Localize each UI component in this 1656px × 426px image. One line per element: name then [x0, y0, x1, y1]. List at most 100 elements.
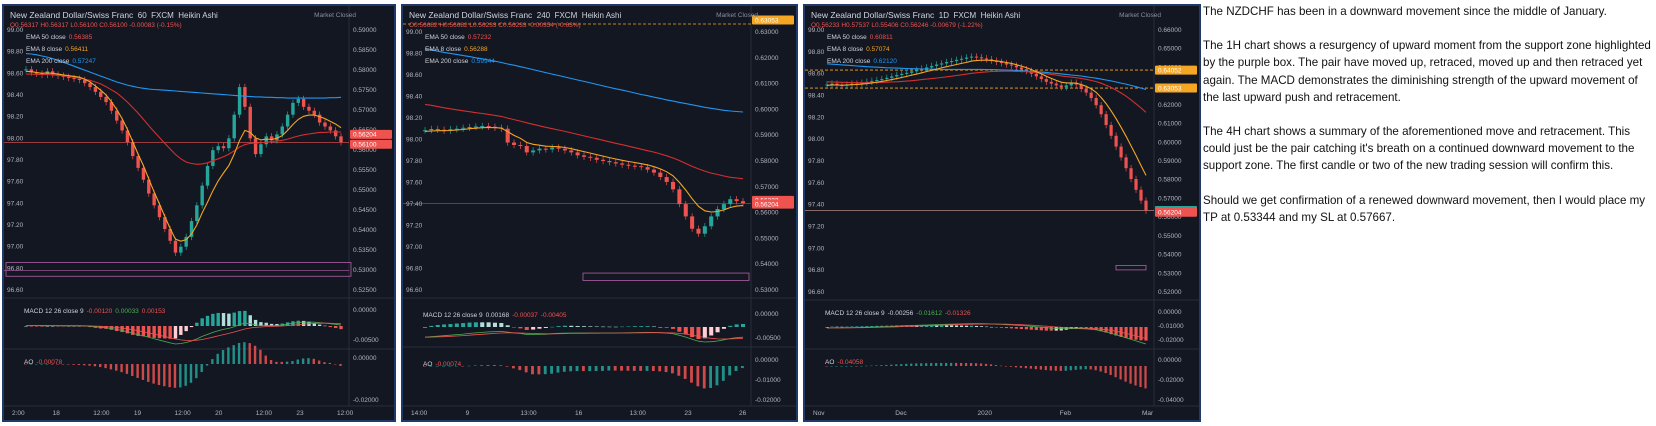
candle-body	[850, 83, 854, 85]
macd-legend[interactable]: MACD 12 26 close 9 -0.00256 -0.01612 -0.013…	[825, 310, 971, 317]
ema-200-line	[826, 63, 1147, 91]
interval[interactable]: 1D	[938, 11, 949, 20]
ema-50-legend[interactable]: EMA 50 close 0.60811	[827, 34, 893, 41]
ao-histogram-bar	[531, 366, 534, 375]
ao-legend[interactable]: AO -0.00078	[24, 359, 62, 366]
candle-body	[537, 148, 542, 151]
ao-value: -0.00078	[36, 359, 63, 366]
candle-body	[1054, 83, 1058, 86]
ema-8-legend[interactable]: EMA 8 close 0.56288	[425, 46, 488, 53]
macd-histogram-bar	[448, 324, 453, 327]
chart-header: New Zealand Dollar/Swiss Franc 1D FXCM H…	[811, 10, 1020, 20]
macd-legend[interactable]: MACD 12 26 close 9 -0.00120 0.00033 0.00153	[24, 308, 165, 315]
candle-body	[1094, 98, 1098, 106]
ema-50-legend[interactable]: EMA 50 close 0.57232	[425, 34, 491, 41]
chart-canvas[interactable]: 99.00 98.80 98.60 98.40 98.20 98.00 97.80 97.60…	[805, 6, 1199, 420]
left-axis-tick: 96.80	[7, 265, 24, 272]
macd-histogram-bar	[1049, 327, 1053, 331]
ao-axis-tick: -0.02000	[353, 397, 379, 404]
ao-legend[interactable]: AO -0.00074	[423, 361, 461, 368]
candle-body	[301, 98, 306, 107]
ao-histogram-bar	[518, 366, 522, 371]
ao-histogram-bar	[184, 364, 187, 386]
candle-body	[524, 145, 529, 153]
candle-body	[243, 87, 247, 107]
ema-value: 0.57074	[866, 46, 890, 53]
ema-8-legend[interactable]: EMA 8 close 0.56411	[26, 46, 88, 53]
candle-body	[179, 246, 183, 253]
macd-axis-tick: -0.00500	[353, 337, 379, 344]
ao-axis-tick: -0.02000	[1158, 377, 1184, 384]
macd-histogram-bar	[317, 324, 322, 326]
ao-histogram-bar	[448, 366, 452, 367]
macd-signal-line	[26, 322, 342, 342]
macd-value: -0.00120	[86, 308, 113, 315]
candle-body	[860, 82, 864, 84]
ao-label: AO	[24, 359, 34, 366]
ema-8-line	[424, 126, 744, 213]
macd-axis-tick: 0.00000	[755, 311, 779, 318]
chart-canvas[interactable]: 99.00 98.80 98.60 98.40 98.20 98.00 97.80 97.60…	[403, 6, 796, 420]
ema-200-legend[interactable]: EMA 200 close 0.62120	[827, 58, 897, 65]
ema-50-legend[interactable]: EMA 50 close 0.56385	[26, 34, 92, 41]
ema-200-legend[interactable]: EMA 200 close 0.57247	[26, 58, 96, 65]
time-axis-tick: 13:00	[630, 410, 647, 417]
interval[interactable]: 240	[536, 11, 551, 20]
macd-histogram-bar	[1124, 327, 1128, 339]
candle-body	[1014, 65, 1019, 68]
analysis-paragraph: Should we get confirmation of a renewed …	[1203, 193, 1646, 224]
chart-panel-4h[interactable]: 99.00 98.80 98.60 98.40 98.20 98.00 97.80 97.60…	[401, 4, 798, 422]
macd-histogram-bar	[184, 326, 188, 332]
ao-histogram-bar	[1069, 366, 1072, 371]
right-axis-tick: 0.61000	[1158, 121, 1182, 128]
macd-signal-line	[826, 323, 1147, 339]
macd-histogram-bar	[601, 326, 606, 328]
chart-canvas[interactable]: 99.00 98.80 98.60 98.40 98.20 98.00 97.80 97.60…	[4, 6, 394, 420]
ao-histogram-bar	[825, 366, 828, 367]
candle-body	[136, 156, 140, 168]
ao-histogram-bar	[855, 366, 858, 367]
candle-body	[910, 71, 914, 73]
macd-legend[interactable]: MACD 12 26 close 9 0.00168 -0.00037 -0.0040…	[423, 312, 566, 319]
macd-histogram-bar	[173, 326, 178, 339]
right-axis-tick: 0.57000	[755, 184, 779, 191]
left-axis-tick: 99.00	[7, 27, 24, 34]
ao-histogram-bar	[954, 362, 958, 366]
ao-histogram-bar	[994, 365, 998, 366]
right-axis-tick: 0.55000	[755, 235, 779, 242]
time-axis-tick: 23	[296, 410, 304, 417]
left-axis-tick: 97.00	[7, 244, 24, 251]
ema-200-legend[interactable]: EMA 200 close 0.59944	[425, 58, 495, 65]
candle-body	[248, 106, 252, 139]
macd-value: 0.00033	[115, 308, 139, 315]
left-axis-tick: 96.60	[808, 289, 825, 296]
macd-histogram-bar	[840, 326, 844, 328]
macd-histogram-bar	[740, 323, 746, 327]
macd-histogram-bar	[1024, 327, 1028, 330]
right-axis-tick: 0.58500	[353, 47, 377, 54]
time-axis-tick: Nov	[813, 410, 825, 417]
chart-panel-1h[interactable]: 99.00 98.80 98.60 98.40 98.20 98.00 97.80 97.60…	[2, 4, 396, 422]
chart-panel-1d[interactable]: 99.00 98.80 98.60 98.40 98.20 98.00 97.80 97.60…	[803, 4, 1201, 422]
ema-label: EMA 8 close	[425, 46, 462, 53]
macd-histogram-bar	[543, 327, 548, 328]
ao-histogram-bar	[989, 364, 993, 366]
ao-histogram-bar	[740, 366, 744, 369]
macd-histogram-bar	[1044, 327, 1048, 331]
candle-body	[575, 152, 580, 156]
macd-histogram-bar	[1134, 327, 1138, 340]
ao-histogram-bar	[569, 366, 573, 372]
ao-histogram-bar	[461, 365, 464, 367]
ema-value: 0.62120	[873, 58, 897, 65]
macd-histogram-bar	[40, 326, 44, 327]
candle-body	[168, 228, 172, 241]
candle-body	[125, 130, 130, 143]
macd-histogram-bar	[147, 326, 151, 338]
ao-histogram-bar	[24, 364, 27, 365]
ema-8-legend[interactable]: EMA 8 close 0.57074	[827, 46, 890, 53]
candle-body	[259, 144, 263, 155]
ao-legend[interactable]: AO -0.04058	[825, 359, 863, 366]
candle-body	[1084, 89, 1088, 93]
left-axis-tick: 98.00	[406, 137, 423, 144]
interval[interactable]: 60	[137, 11, 147, 20]
